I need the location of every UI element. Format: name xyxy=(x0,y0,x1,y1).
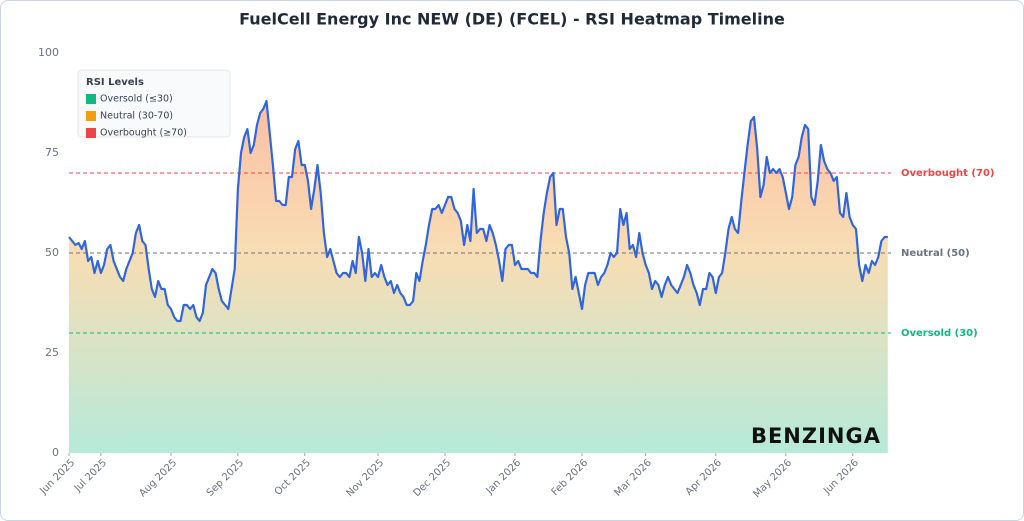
reference-label: Overbought (70) xyxy=(901,168,994,179)
legend-title: RSI Levels xyxy=(86,77,144,88)
legend-label: Oversold (≤30) xyxy=(100,94,173,105)
x-tick-label: Oct 2025 xyxy=(273,457,313,497)
x-tick-label: Dec 2025 xyxy=(411,457,453,499)
y-tick-label: 75 xyxy=(45,146,59,159)
x-tick-label: Jul 2025 xyxy=(72,457,109,494)
watermark: BENZINGA xyxy=(751,424,881,448)
x-tick-label: Jan 2026 xyxy=(484,457,524,497)
y-tick-label: 100 xyxy=(38,46,59,59)
x-tick-label: Nov 2025 xyxy=(344,457,386,499)
reference-label: Oversold (30) xyxy=(901,328,978,339)
x-tick-label: Mar 2026 xyxy=(613,457,654,498)
x-tick-label: Jun 2025 xyxy=(37,457,77,497)
legend-swatch xyxy=(86,94,96,104)
y-tick-label: 25 xyxy=(45,346,59,359)
chart-title: FuelCell Energy Inc NEW (DE) (FCEL) - RS… xyxy=(239,10,785,29)
x-tick-label: Feb 2026 xyxy=(550,457,591,498)
legend-label: Overbought (≥70) xyxy=(100,128,187,139)
legend: RSI Levels Oversold (≤30) Neutral (30-70) O… xyxy=(77,69,231,139)
reference-label: Neutral (50) xyxy=(901,248,970,259)
x-tick-label: Apr 2026 xyxy=(684,457,724,497)
x-tick-label: Jun 2026 xyxy=(821,457,861,497)
y-tick-label: 50 xyxy=(45,246,59,259)
x-tick-label: Sep 2025 xyxy=(205,457,246,498)
legend-swatch xyxy=(86,128,96,138)
legend-box xyxy=(77,69,231,138)
legend-label: Neutral (30-70) xyxy=(100,111,173,122)
x-tick-label: Aug 2025 xyxy=(137,457,179,499)
x-tick-label: May 2026 xyxy=(751,457,794,500)
rsi-line xyxy=(68,99,888,323)
legend-swatch xyxy=(86,111,96,121)
rsi-area xyxy=(69,101,888,453)
y-tick-label: 0 xyxy=(52,446,59,459)
